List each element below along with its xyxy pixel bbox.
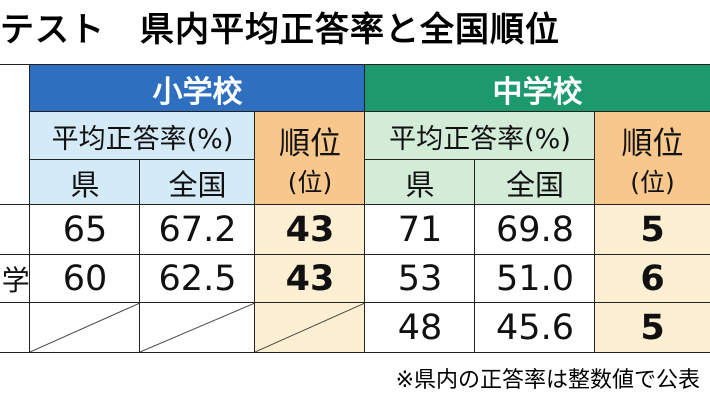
empty-cell <box>29 302 141 353</box>
row-label <box>0 302 31 353</box>
group-header: 中学校 <box>364 64 710 113</box>
value-cell: 6 <box>594 254 710 304</box>
group-header: 小学校 <box>29 64 366 113</box>
value-cell: 45.6 <box>474 302 596 353</box>
footnote: ※県内の正答率は整数値で公表 <box>395 368 700 393</box>
rank-unit: (位) <box>630 168 675 197</box>
value-cell: 67.2 <box>139 204 256 256</box>
pref-header: 県 <box>364 159 476 206</box>
pref-header: 県 <box>29 159 141 206</box>
diagonal <box>140 303 256 353</box>
national-header: 全国 <box>474 159 596 206</box>
rank-label: 順位 <box>279 126 341 162</box>
value-cell: 60 <box>29 254 141 304</box>
rank-header: 順位 (位) <box>254 111 366 206</box>
row-header-blank <box>0 64 31 206</box>
value-cell: 43 <box>254 254 366 304</box>
rank-unit: (位) <box>287 168 333 197</box>
diagonal <box>30 303 141 353</box>
row-label <box>0 204 31 256</box>
row-label: 学 <box>0 254 31 304</box>
rate-header: 平均正答率(%) <box>364 111 596 161</box>
value-cell: 65 <box>29 204 141 256</box>
value-cell: 53 <box>364 254 476 304</box>
diagonal <box>255 303 366 353</box>
diagonal-line <box>30 303 141 353</box>
value-cell: 69.8 <box>474 204 596 256</box>
title: テスト 県内平均正答率と全国順位 <box>0 10 560 50</box>
diagonal-line <box>255 303 366 353</box>
value-cell: 51.0 <box>474 254 596 304</box>
value-cell: 43 <box>254 204 366 256</box>
value-cell: 62.5 <box>139 254 256 304</box>
value-cell: 71 <box>364 204 476 256</box>
value-cell: 5 <box>594 302 710 353</box>
value-cell: 48 <box>364 302 476 353</box>
rank-label: 順位 <box>621 126 684 162</box>
empty-cell <box>139 302 256 353</box>
national-header: 全国 <box>139 159 256 206</box>
rate-header: 平均正答率(%) <box>29 111 256 161</box>
value-cell: 5 <box>594 204 710 256</box>
diagonal-line <box>140 303 256 353</box>
rank-header: 順位 (位) <box>594 111 710 206</box>
empty-cell <box>254 302 366 353</box>
